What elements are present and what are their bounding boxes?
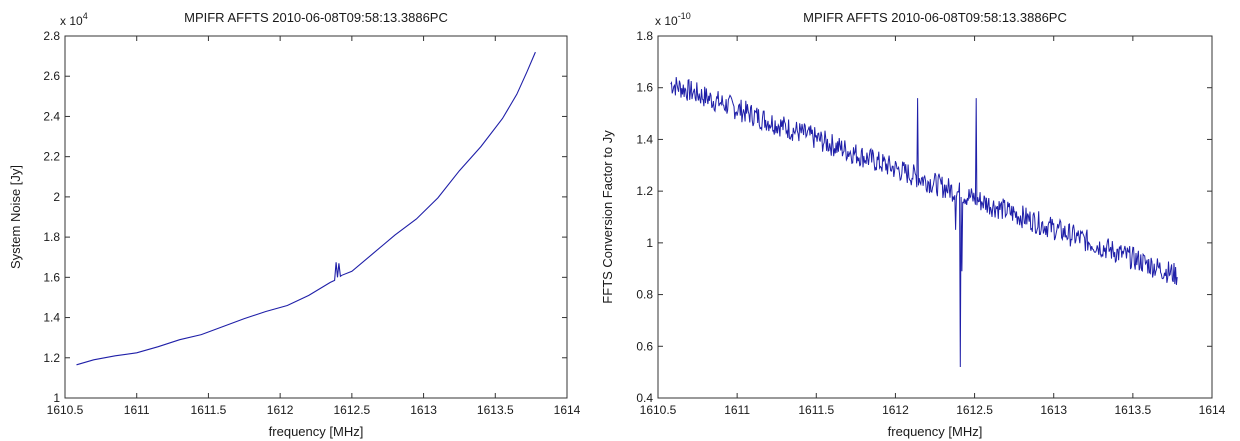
y-tick-label: 0.6 [636, 339, 653, 353]
x-tick-label: 1612.5 [334, 403, 371, 417]
y-tick-label: 1.2 [636, 184, 653, 198]
system-noise-chart: MPIFR AFFTS 2010-06-08T09:58:13.3886PC x… [8, 10, 581, 439]
axes-box [64, 35, 568, 399]
x-tick-label: 1612 [267, 403, 294, 417]
axes-box [657, 35, 1213, 399]
x-tick-label: 1612.5 [956, 403, 993, 417]
y-tick-label: 2 [53, 190, 60, 204]
y-tick-label: 2.6 [43, 69, 60, 83]
x-tick-label: 1611.5 [798, 403, 834, 417]
x-tick-label: 1610.5 [47, 403, 84, 417]
x-tick-label: 1611 [124, 403, 150, 417]
y-tick-label: 1.4 [43, 311, 60, 325]
x-tick-label: 1611 [724, 403, 750, 417]
y-tick-label: 1.4 [636, 132, 653, 146]
x-tick-label: 1613 [1040, 403, 1067, 417]
y-tick-label: 1.6 [43, 270, 60, 284]
axis-ticks: 1610.5 1611 1611.5 1612 1612.5 1613 1613.5 1614… [636, 29, 1225, 417]
conversion-factor-chart: MPIFR AFFTS 2010-06-08T09:58:13.3886PC x… [600, 10, 1226, 439]
y-tick-label: 1 [53, 391, 60, 405]
x-tick-label: 1611.5 [191, 403, 227, 417]
y-axis-label: System Noise [Jy] [8, 165, 23, 269]
chart-title: MPIFR AFFTS 2010-06-08T09:58:13.3886PC [803, 10, 1067, 25]
y-tick-label: 1.8 [636, 29, 653, 43]
y-tick-label: 2.2 [43, 150, 60, 164]
exponent-label: x 104 [60, 11, 88, 28]
y-tick-label: 1.8 [43, 230, 60, 244]
data-line [76, 51, 536, 366]
y-tick-label: 1 [646, 236, 653, 250]
y-tick-label: 0.8 [636, 288, 653, 302]
y-tick-label: 0.4 [636, 391, 653, 405]
x-tick-label: 1614 [554, 403, 581, 417]
x-tick-label: 1610.5 [640, 403, 677, 417]
exponent-label: x 10-10 [655, 11, 691, 28]
x-axis-label: frequency [MHz] [888, 424, 983, 439]
y-tick-label: 1.6 [636, 81, 653, 95]
x-tick-label: 1612 [882, 403, 909, 417]
y-axis-label: FFTS Conversion Factor to Jy [600, 130, 615, 304]
y-tick-label: 2.8 [43, 29, 60, 43]
y-tick-label: 2.4 [43, 109, 60, 123]
x-tick-label: 1613 [410, 403, 437, 417]
y-tick-label: 1.2 [43, 351, 60, 365]
x-axis-label: frequency [MHz] [269, 424, 364, 439]
data-line [670, 77, 1178, 368]
axis-ticks: 1610.5 1611 1611.5 1612 1612.5 1613 1613.5 1614… [43, 29, 580, 417]
x-tick-label: 1613.5 [477, 403, 514, 417]
chart-title: MPIFR AFFTS 2010-06-08T09:58:13.3886PC [184, 10, 448, 25]
x-tick-label: 1614 [1199, 403, 1226, 417]
x-tick-label: 1613.5 [1115, 403, 1152, 417]
